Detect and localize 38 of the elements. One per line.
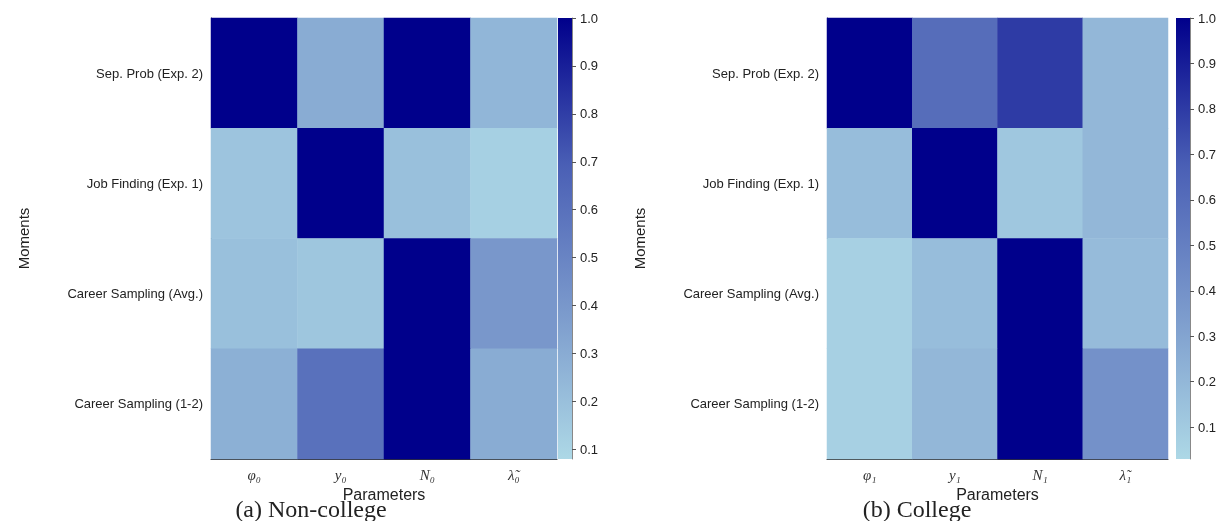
x-tick-label: φ₀ <box>247 466 262 483</box>
color-bar-label: 0.3 <box>1198 328 1217 344</box>
y-tick-label: Sep. Prob (Exp. 2) <box>96 65 203 81</box>
color-bar-label: 1.0 <box>1198 10 1217 26</box>
color-bar-label: 1.0 <box>580 10 599 26</box>
y-tick-label: Job Finding (Exp. 1) <box>86 175 203 191</box>
color-bar-label: 0.9 <box>580 58 599 74</box>
color-bar-label: 0.8 <box>580 106 599 122</box>
y-tick-label: Career Sampling (Avg.) <box>683 286 819 302</box>
y-tick-label: Job Finding (Exp. 1) <box>702 175 819 191</box>
y-tick-label: Sep. Prob (Exp. 2) <box>712 65 819 81</box>
x-tick-label: y₀ <box>332 466 347 483</box>
y-axis-title: Moments <box>15 207 32 270</box>
color-bar-label: 0.4 <box>1198 283 1217 299</box>
color-bar-label: 0.7 <box>580 154 599 170</box>
color-bar-label: 0.6 <box>1198 192 1217 208</box>
x-tick-label: φ₁ <box>862 466 877 483</box>
color-bar-label: 0.4 <box>580 298 599 314</box>
x-tick-label: λ̃₀ <box>506 466 521 483</box>
color-bar-label: 0.8 <box>1198 101 1217 117</box>
color-bar-label: 0.5 <box>580 250 599 266</box>
color-bar-label: 0.9 <box>1198 55 1217 71</box>
color-bar-label: 0.5 <box>1198 237 1217 253</box>
y-tick-label: Career Sampling (1-2) <box>690 396 819 412</box>
color-bar-label: 0.1 <box>580 441 599 457</box>
color-bar-label: 0.3 <box>580 346 599 362</box>
x-tick-label: y₁ <box>946 466 961 483</box>
x-tick-label: N₀ <box>418 466 435 483</box>
color-bar-label: 0.6 <box>580 202 599 218</box>
color-bar-label: 0.7 <box>1198 146 1217 162</box>
x-tick-label: λ̃₁ <box>1118 466 1133 483</box>
color-bar-label: 0.2 <box>580 393 599 409</box>
y-tick-label: Career Sampling (1-2) <box>74 396 203 412</box>
color-bar-label: 0.1 <box>1198 419 1217 435</box>
y-tick-label: Career Sampling (Avg.) <box>67 286 203 302</box>
y-axis-title: Moments <box>631 207 648 270</box>
color-bar-label: 0.2 <box>1198 374 1217 390</box>
x-tick-label: N₁ <box>1031 466 1048 483</box>
